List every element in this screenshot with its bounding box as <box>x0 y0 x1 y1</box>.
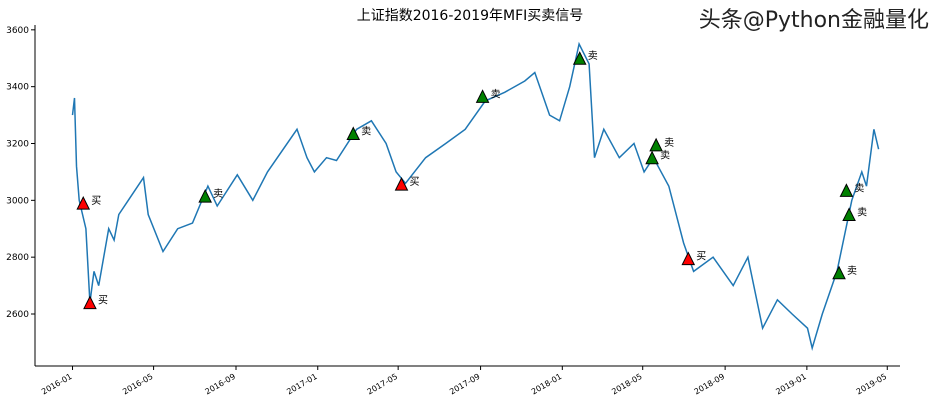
watermark: 头条@Python金融量化 <box>698 8 929 33</box>
sell-signal-marker <box>198 188 212 203</box>
y-tick-label: 3600 <box>6 26 29 36</box>
x-tick-label: 2019-05 <box>855 372 888 397</box>
signal-label: 买 <box>91 195 101 207</box>
x-tick-label: 2017-01 <box>285 372 318 397</box>
signal-label: 卖 <box>854 182 864 194</box>
sell-signal-marker <box>832 265 846 280</box>
price-line <box>71 41 880 352</box>
signal-label: 卖 <box>213 188 223 200</box>
signal-label: 买 <box>98 295 108 307</box>
signal-label: 卖 <box>664 137 674 149</box>
y-tick-label: 2800 <box>6 253 29 263</box>
x-tick-label: 2016-01 <box>40 372 73 397</box>
chart-title: 上证指数2016-2019年MFI买卖信号 <box>357 8 584 24</box>
x-tick-label: 2018-09 <box>693 372 726 397</box>
signal-label: 卖 <box>857 207 867 219</box>
signal-label: 卖 <box>588 50 598 62</box>
sell-signal-marker <box>572 51 587 65</box>
signal-label: 卖 <box>847 265 857 277</box>
sell-signal-marker <box>645 150 659 165</box>
buy-signal-marker <box>76 196 91 210</box>
y-tick-label: 3400 <box>6 83 29 93</box>
x-tick-label: 2018-05 <box>610 372 643 397</box>
sell-signal-marker <box>839 183 854 197</box>
buy-signal-marker <box>681 251 696 266</box>
sell-signal-marker <box>649 137 663 152</box>
x-tick-label: 2018-01 <box>530 372 563 397</box>
x-tick-label: 2017-05 <box>366 372 399 397</box>
buy-signal-marker <box>83 295 97 310</box>
sell-signal-marker <box>346 126 361 141</box>
sell-signal-marker <box>842 207 856 222</box>
signal-label: 买 <box>696 251 706 263</box>
x-tick-label: 2017-09 <box>448 372 481 397</box>
sell-signal-marker <box>475 89 490 103</box>
signal-label: 卖 <box>491 88 501 100</box>
buy-signal-marker <box>394 177 409 191</box>
y-tick-label: 3000 <box>6 196 29 206</box>
x-tick-label: 2016-09 <box>204 372 237 397</box>
signal-label: 买 <box>410 176 420 188</box>
signal-label: 卖 <box>361 126 371 138</box>
y-tick-label: 3200 <box>6 139 29 149</box>
y-tick-label: 2600 <box>6 310 29 320</box>
signal-label: 卖 <box>660 150 670 162</box>
axes: 2600 2800 3000 3200 3400 3600 2016-01 2016-05 20… <box>6 25 900 396</box>
x-tick-label: 2019-01 <box>774 372 807 397</box>
x-tick-label: 2016-05 <box>121 372 154 397</box>
